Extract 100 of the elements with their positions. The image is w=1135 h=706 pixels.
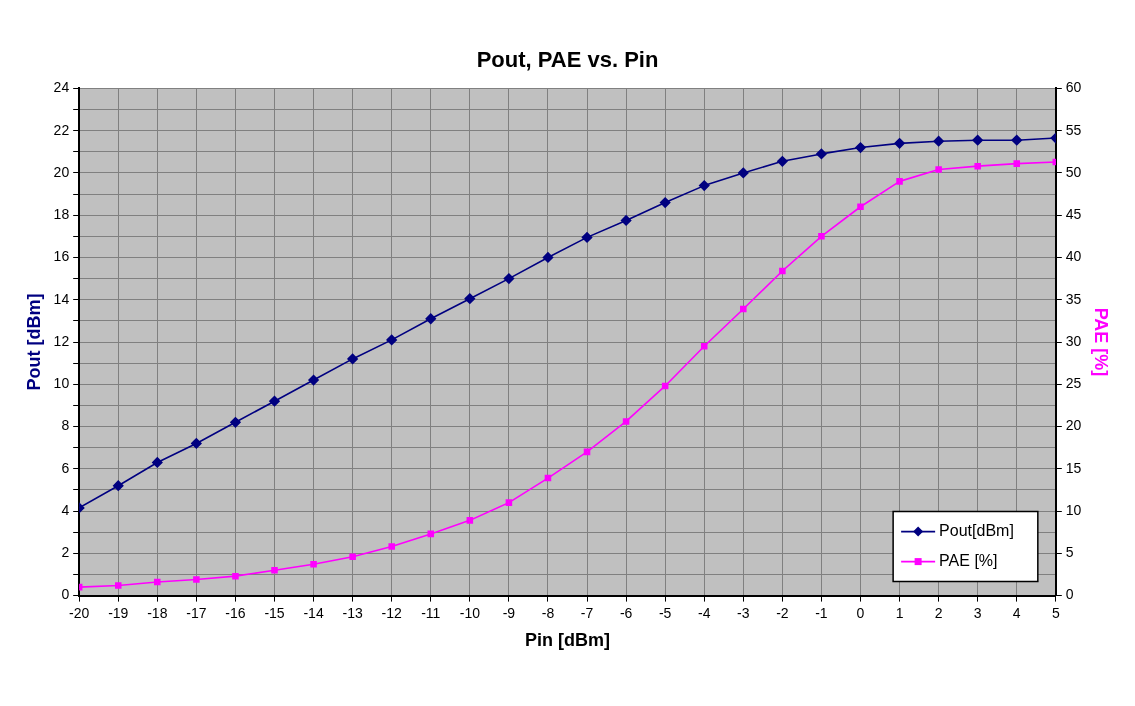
y2-tick-label: 35 bbox=[1065, 290, 1082, 307]
x-tick-label: 0 bbox=[856, 604, 865, 621]
point bbox=[191, 438, 202, 449]
point bbox=[466, 517, 474, 524]
x-tick-label: 4 bbox=[1012, 604, 1021, 621]
x-tick-label: -18 bbox=[147, 604, 168, 621]
y2-axis-title: PAE [%] bbox=[1091, 307, 1112, 377]
point bbox=[347, 353, 358, 365]
point bbox=[271, 566, 278, 574]
point bbox=[152, 457, 163, 468]
x-tick-label: -13 bbox=[342, 604, 363, 621]
point bbox=[583, 448, 591, 456]
point bbox=[935, 166, 942, 173]
point bbox=[661, 382, 669, 390]
y-tick-label: 24 bbox=[53, 79, 70, 96]
y2-tick-label: 15 bbox=[1065, 459, 1082, 476]
x-tick-label: 2 bbox=[934, 604, 943, 621]
point bbox=[620, 215, 632, 226]
y2-tick-label: 40 bbox=[1065, 248, 1082, 265]
x-tick-label: -16 bbox=[225, 604, 246, 621]
y-tick-label: 18 bbox=[53, 206, 70, 223]
y2-tick-label: 25 bbox=[1065, 375, 1082, 392]
point bbox=[542, 252, 554, 263]
point bbox=[427, 530, 435, 538]
y-tick-label: 2 bbox=[61, 544, 70, 561]
legend-label: PAE [%] bbox=[939, 552, 998, 570]
x-tick-label: -9 bbox=[502, 604, 516, 621]
point bbox=[896, 178, 903, 185]
y-axis-title: Pout [dBm] bbox=[23, 293, 44, 391]
y-tick-label: 20 bbox=[53, 163, 70, 180]
point bbox=[269, 395, 280, 407]
point bbox=[505, 499, 513, 506]
y2-tick-label: 0 bbox=[1065, 586, 1074, 603]
point bbox=[1013, 160, 1021, 167]
y-tick-label: 10 bbox=[53, 375, 70, 392]
x-tick-label: -1 bbox=[815, 604, 828, 621]
point bbox=[933, 135, 944, 147]
point bbox=[972, 134, 983, 146]
x-tick-label: -4 bbox=[698, 604, 711, 621]
x-tick-label: -12 bbox=[381, 604, 403, 621]
point bbox=[659, 197, 671, 208]
legend-label: Pout[dBm] bbox=[939, 522, 1014, 540]
point bbox=[112, 480, 124, 492]
y2-tick-label: 55 bbox=[1065, 121, 1082, 138]
x-tick-label: -11 bbox=[421, 604, 441, 621]
y-tick-label: 16 bbox=[53, 248, 70, 265]
y-tick-label: 22 bbox=[53, 121, 70, 138]
x-tick-label: -5 bbox=[658, 604, 672, 621]
x-tick-label: -17 bbox=[186, 604, 207, 621]
x-tick-label: -19 bbox=[108, 604, 129, 621]
y2-tick-label: 10 bbox=[1065, 501, 1082, 518]
point bbox=[855, 142, 866, 153]
point bbox=[503, 273, 515, 284]
point bbox=[193, 576, 200, 583]
point bbox=[386, 334, 397, 346]
x-tick-label: -15 bbox=[264, 604, 285, 621]
point bbox=[779, 267, 786, 275]
y2-tick-label: 30 bbox=[1065, 332, 1082, 349]
y2-tick-label: 60 bbox=[1065, 79, 1082, 96]
x-tick-label: 5 bbox=[1051, 604, 1060, 621]
x-tick-label: -3 bbox=[737, 604, 750, 621]
y2-tick-label: 45 bbox=[1065, 206, 1082, 223]
y-tick-label: 4 bbox=[61, 501, 70, 518]
point bbox=[310, 561, 317, 568]
point bbox=[816, 148, 827, 160]
x-tick-label: -2 bbox=[776, 604, 789, 621]
point bbox=[698, 180, 710, 191]
y-tick-label: 6 bbox=[61, 459, 70, 476]
x-tick-label: 3 bbox=[973, 604, 982, 621]
point bbox=[114, 582, 122, 589]
y-tick-label: 8 bbox=[61, 417, 70, 434]
point bbox=[622, 418, 630, 425]
point bbox=[740, 305, 747, 313]
point bbox=[974, 162, 981, 170]
x-tick-label: -14 bbox=[303, 604, 324, 621]
point bbox=[154, 578, 161, 586]
point bbox=[700, 342, 708, 350]
y2-tick-label: 5 bbox=[1065, 544, 1074, 561]
point bbox=[544, 474, 552, 482]
point bbox=[818, 233, 825, 240]
point bbox=[232, 572, 239, 580]
point bbox=[894, 138, 905, 149]
x-tick-label: 1 bbox=[895, 604, 904, 621]
y2-tick-label: 50 bbox=[1065, 163, 1082, 180]
point bbox=[1011, 134, 1023, 146]
point bbox=[581, 232, 593, 243]
point bbox=[738, 167, 749, 179]
x-tick-label: -6 bbox=[619, 604, 633, 621]
point bbox=[464, 293, 476, 304]
x-tick-label: -8 bbox=[541, 604, 555, 621]
y-tick-label: 14 bbox=[53, 290, 70, 307]
y-tick-label: 12 bbox=[53, 332, 70, 349]
chart-title: Pout, PAE vs. Pin bbox=[476, 47, 659, 73]
point bbox=[857, 203, 864, 211]
point bbox=[349, 553, 356, 560]
x-axis-title: Pin [dBm] bbox=[525, 630, 610, 651]
point bbox=[308, 374, 319, 386]
point bbox=[388, 543, 395, 550]
point bbox=[230, 417, 241, 428]
y2-tick-label: 20 bbox=[1065, 417, 1082, 434]
